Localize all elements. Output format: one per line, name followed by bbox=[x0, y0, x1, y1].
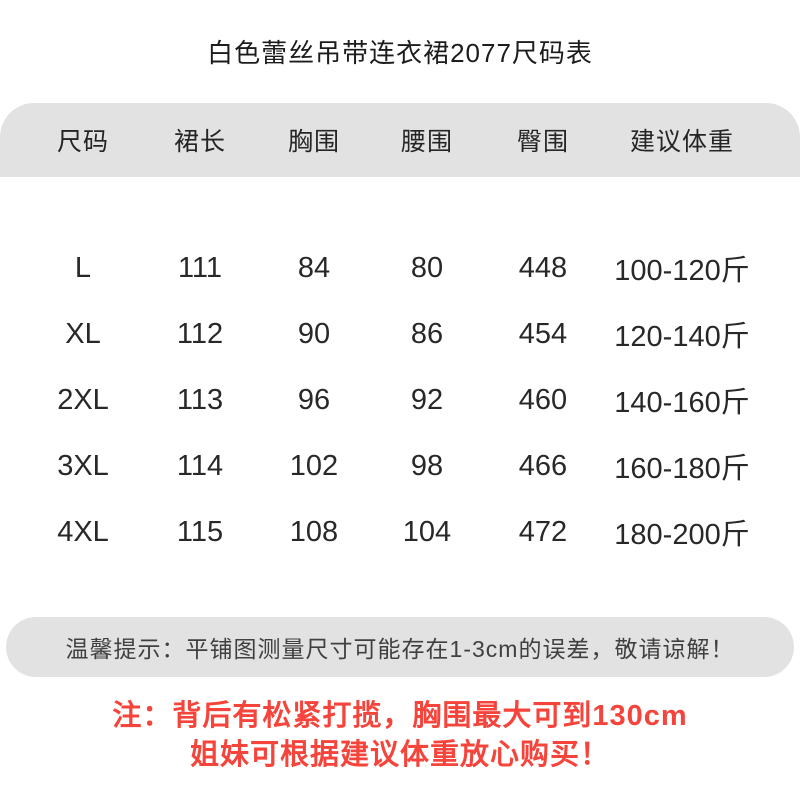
length-cell: 114 bbox=[176, 449, 224, 482]
waist-cell: 98 bbox=[410, 449, 444, 482]
length-cell: 113 bbox=[176, 383, 224, 416]
bust-cell: 84 bbox=[297, 251, 331, 284]
table-row: 4XL 115 108 104 472 180-200斤 bbox=[0, 499, 800, 565]
hip-cell: 472 bbox=[518, 515, 568, 548]
page-title: 白色蕾丝吊带连衣裙2077尺码表 bbox=[207, 38, 593, 68]
hip-cell: 466 bbox=[518, 449, 568, 482]
header-cell-size: 尺码 bbox=[56, 128, 109, 156]
weight-cell: 120-140斤 bbox=[614, 321, 750, 353]
size-cell: XL bbox=[65, 317, 101, 350]
header-cell-weight: 建议体重 bbox=[629, 128, 734, 156]
measurement-tip-text: 温馨提示：平铺图测量尺寸可能存在1-3cm的误差，敬请谅解！ bbox=[65, 636, 735, 662]
header-cell-length: 裙长 bbox=[173, 128, 226, 156]
length-cell: 112 bbox=[176, 317, 224, 350]
header-cell-bust: 胸围 bbox=[287, 128, 340, 156]
length-cell: 111 bbox=[177, 251, 223, 284]
waist-cell: 104 bbox=[402, 515, 452, 548]
warning-line-1: 注：背后有松紧打揽，胸围最大可到130cm bbox=[112, 700, 688, 732]
table-row: L 111 84 80 448 100-120斤 bbox=[0, 235, 800, 301]
table-body: L 111 84 80 448 100-120斤 XL 112 90 86 45… bbox=[0, 177, 800, 565]
warning-line-2: 姐妹可根据建议体重放心购买！ bbox=[189, 739, 610, 771]
weight-cell: 140-160斤 bbox=[614, 387, 750, 419]
weight-cell: 160-180斤 bbox=[614, 453, 750, 485]
header-cell-waist: 腰围 bbox=[400, 128, 453, 156]
bust-cell: 90 bbox=[297, 317, 331, 350]
warning-note: 注：背后有松紧打揽，胸围最大可到130cm 姐妹可根据建议体重放心购买！ bbox=[0, 697, 800, 775]
measurement-tip-bar: 温馨提示：平铺图测量尺寸可能存在1-3cm的误差，敬请谅解！ bbox=[6, 617, 794, 677]
size-cell: 2XL bbox=[57, 383, 109, 416]
page-title-area: 白色蕾丝吊带连衣裙2077尺码表 bbox=[0, 0, 800, 103]
size-cell: 3XL bbox=[57, 449, 109, 482]
header-cell-hip: 臀围 bbox=[516, 128, 569, 156]
hip-cell: 460 bbox=[518, 383, 568, 416]
hip-cell: 448 bbox=[518, 251, 568, 284]
table-row: 3XL 114 102 98 466 160-180斤 bbox=[0, 433, 800, 499]
size-cell: L bbox=[74, 251, 92, 284]
table-row: XL 112 90 86 454 120-140斤 bbox=[0, 301, 800, 367]
bust-cell: 96 bbox=[297, 383, 331, 416]
waist-cell: 80 bbox=[410, 251, 444, 284]
bust-cell: 108 bbox=[289, 515, 339, 548]
waist-cell: 92 bbox=[410, 383, 444, 416]
table-header-row: 尺码 裙长 胸围 腰围 臀围 建议体重 bbox=[0, 103, 800, 177]
hip-cell: 454 bbox=[518, 317, 568, 350]
bust-cell: 102 bbox=[289, 449, 339, 482]
table-row: 2XL 113 96 92 460 140-160斤 bbox=[0, 367, 800, 433]
weight-cell: 180-200斤 bbox=[614, 519, 750, 551]
size-cell: 4XL bbox=[57, 515, 109, 548]
weight-cell: 100-120斤 bbox=[614, 255, 750, 287]
length-cell: 115 bbox=[176, 515, 224, 548]
waist-cell: 86 bbox=[410, 317, 444, 350]
